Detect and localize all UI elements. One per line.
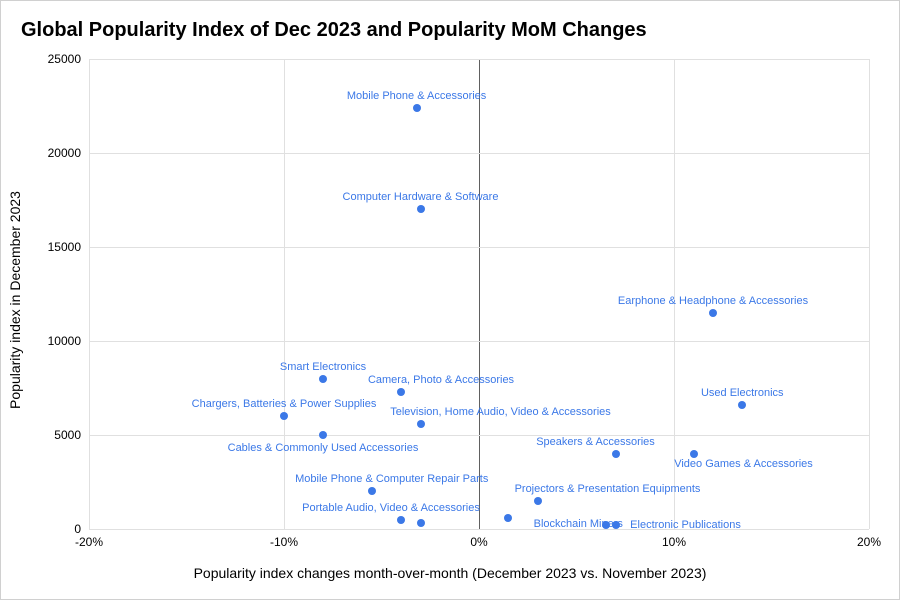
gridline-horizontal [89, 59, 869, 60]
gridline-vertical [869, 59, 870, 529]
data-point-label: Portable Audio, Video & Accessories [302, 502, 480, 514]
y-tick-label: 20000 [48, 146, 81, 160]
data-point [397, 388, 405, 396]
data-point-label: Computer Hardware & Software [343, 191, 499, 203]
data-point-label: Mobile Phone & Computer Repair Parts [295, 473, 488, 485]
gridline-vertical [284, 59, 285, 529]
data-point [738, 401, 746, 409]
y-tick-label: 10000 [48, 334, 81, 348]
zero-line [479, 59, 480, 529]
data-point-label: Television, Home Audio, Video & Accessor… [390, 406, 611, 418]
gridline-horizontal [89, 153, 869, 154]
data-point [612, 521, 620, 529]
x-tick-label: -20% [75, 535, 103, 549]
data-point-label: Earphone & Headphone & Accessories [618, 295, 808, 307]
data-point [534, 497, 542, 505]
gridline-vertical [89, 59, 90, 529]
data-point [504, 514, 512, 522]
x-tick-label: 0% [470, 535, 487, 549]
data-point [612, 450, 620, 458]
gridline-horizontal [89, 529, 869, 530]
data-point [368, 487, 376, 495]
gridline-horizontal [89, 247, 869, 248]
data-point-label: Chargers, Batteries & Power Supplies [192, 398, 377, 410]
data-point [319, 431, 327, 439]
x-tick-label: 20% [857, 535, 881, 549]
y-tick-label: 0 [74, 522, 81, 536]
gridline-horizontal [89, 435, 869, 436]
y-tick-label: 25000 [48, 52, 81, 66]
data-point-label: Video Games & Accessories [674, 458, 813, 470]
x-tick-label: 10% [662, 535, 686, 549]
data-point-label: Projectors & Presentation Equipments [515, 483, 701, 495]
y-tick-label: 5000 [54, 428, 81, 442]
y-axis-label: Popularity index in December 2023 [7, 191, 23, 409]
data-point [417, 519, 425, 527]
data-point-label: Mobile Phone & Accessories [347, 90, 486, 102]
data-point [319, 375, 327, 383]
data-point-label: Smart Electronics [280, 361, 366, 373]
x-tick-label: -10% [270, 535, 298, 549]
data-point [709, 309, 717, 317]
data-point-label: Speakers & Accessories [536, 436, 655, 448]
data-point-label: Cables & Commonly Used Accessories [228, 442, 419, 454]
data-point-label: Electronic Publications [630, 519, 741, 531]
data-point [417, 205, 425, 213]
data-point [602, 521, 610, 529]
data-point [417, 420, 425, 428]
data-point [413, 104, 421, 112]
x-axis-label: Popularity index changes month-over-mont… [194, 565, 707, 581]
data-point [280, 412, 288, 420]
plot-area: -20%-10%0%10%20%050001000015000200002500… [89, 59, 869, 529]
y-tick-label: 15000 [48, 240, 81, 254]
data-point [397, 516, 405, 524]
data-point-label: Used Electronics [701, 387, 784, 399]
chart-title: Global Popularity Index of Dec 2023 and … [21, 19, 647, 42]
data-point [690, 450, 698, 458]
gridline-horizontal [89, 341, 869, 342]
data-point-label: Camera, Photo & Accessories [368, 374, 514, 386]
